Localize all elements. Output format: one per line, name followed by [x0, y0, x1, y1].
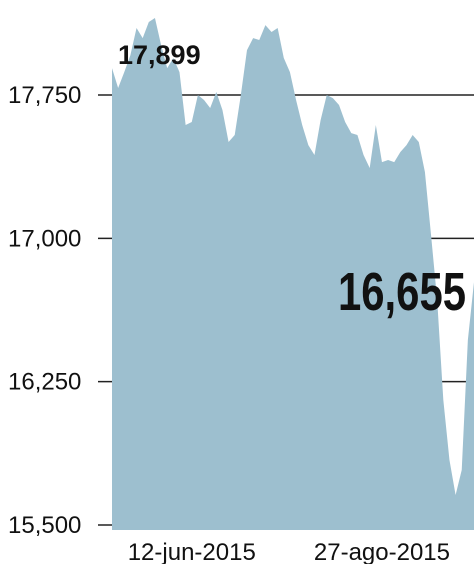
area	[112, 18, 474, 530]
x-tick-label: 12-jun-2015	[128, 539, 256, 564]
max-annotation: 17,899	[118, 40, 201, 70]
y-tick-label: 17,750	[8, 82, 81, 109]
y-tick-label: 15,500	[8, 512, 81, 539]
y-tick-label: 16,250	[8, 369, 81, 396]
last-annotation: 16,655	[338, 262, 466, 322]
plot	[112, 18, 474, 530]
y-tick-label: 17,000	[8, 225, 81, 252]
x-tick-label: 27-ago-2015	[314, 539, 450, 564]
